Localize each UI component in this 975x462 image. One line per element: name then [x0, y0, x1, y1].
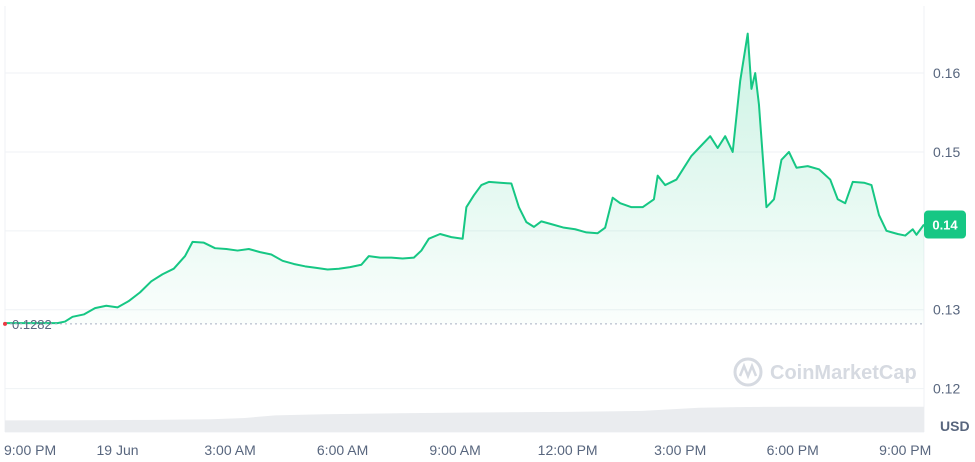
- reference-price-text: 0.1282: [12, 317, 52, 332]
- current-price-badge: 0.14: [924, 210, 966, 239]
- x-axis: 9:00 PM 19 Jun 3:00 AM 6:00 AM 9:00 AM 12:00 …: [4, 442, 931, 458]
- reference-line: [3, 321, 924, 326]
- x-tick-label: 9:00 PM: [4, 442, 56, 458]
- x-tick-label: 9:00 AM: [429, 442, 480, 458]
- coinmarketcap-logo-icon: [733, 357, 763, 387]
- coinmarketcap-logo-wave: [738, 362, 758, 380]
- x-tick-label: 19 Jun: [97, 442, 139, 458]
- price-area-fill: [5, 33, 924, 324]
- price-line: [5, 32, 925, 325]
- y-axis: 0.16 0.15 0.13 0.12: [933, 65, 960, 397]
- watermark-text: CoinMarketCap: [770, 362, 917, 384]
- volume-area: [5, 406, 924, 432]
- y-tick-label: 0.16: [933, 65, 960, 81]
- volume-shape: [5, 406, 924, 432]
- coinmarketcap-watermark: CoinMarketCap: [733, 357, 917, 387]
- current-price-text: 0.14: [932, 218, 958, 233]
- y-tick-label: 0.15: [933, 144, 960, 160]
- x-tick-label: 6:00 PM: [767, 442, 819, 458]
- reference-price-label: 0.1282: [12, 317, 52, 332]
- price-area: [5, 32, 925, 325]
- x-tick-label: 6:00 AM: [317, 442, 368, 458]
- reference-start-dot: [3, 321, 7, 326]
- current-price-badge-bg: [924, 210, 966, 239]
- x-tick-label: 9:00 PM: [879, 442, 931, 458]
- y-tick-label: 0.12: [933, 381, 960, 397]
- x-tick-label: 12:00 PM: [538, 442, 598, 458]
- x-tick-label: 3:00 PM: [654, 442, 706, 458]
- y-tick-label: 0.13: [933, 302, 960, 318]
- x-tick-label: 3:00 AM: [204, 442, 255, 458]
- unit-label: USD: [940, 418, 970, 434]
